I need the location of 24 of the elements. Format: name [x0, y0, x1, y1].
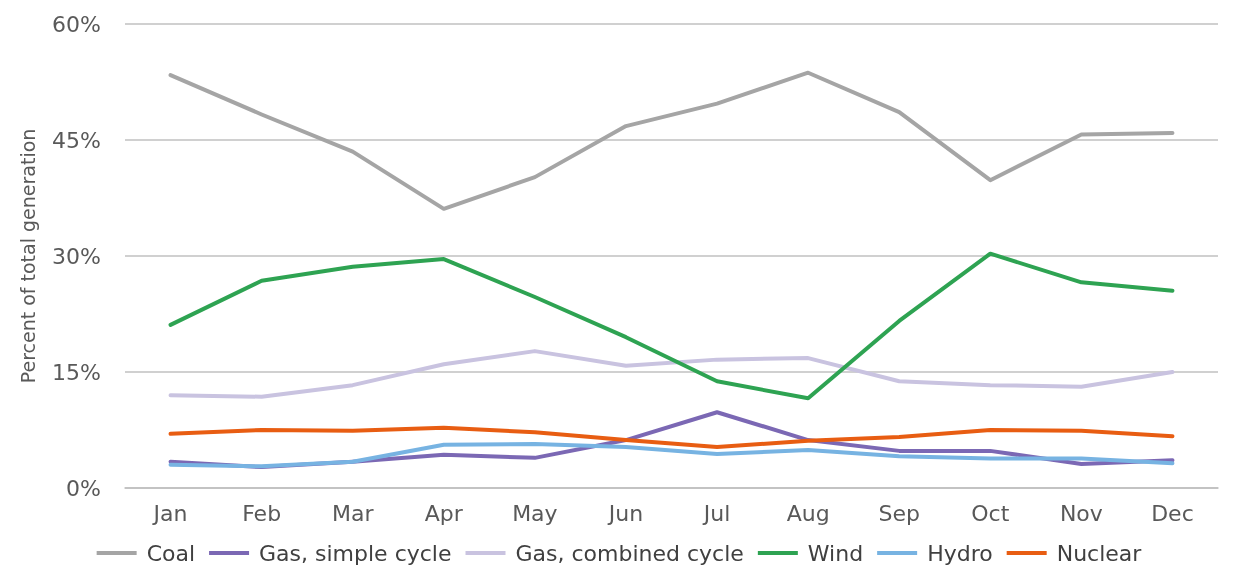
x-tick-label: Nov	[1059, 500, 1103, 526]
x-tick-label: Aug	[786, 500, 830, 526]
legend-label: Nuclear	[1056, 540, 1143, 566]
x-tick-label: Jul	[701, 500, 731, 526]
legend-label: Wind	[807, 540, 864, 566]
legend-label: Gas, combined cycle	[515, 540, 744, 566]
legend-label: Coal	[146, 540, 196, 566]
y-axis-title: Percent of total generation	[16, 128, 39, 384]
x-tick-label: Jan	[151, 500, 188, 526]
x-tick-label: Mar	[331, 500, 375, 526]
y-tick-label: 0%	[66, 475, 101, 501]
x-tick-label: Dec	[1151, 500, 1194, 526]
legend-label: Hydro	[927, 540, 993, 566]
x-tick-label: Feb	[242, 500, 282, 526]
y-tick-label: 15%	[52, 359, 101, 385]
y-tick-label: 30%	[52, 243, 101, 269]
x-tick-label: Oct	[971, 500, 1010, 526]
x-tick-label: Apr	[424, 500, 464, 526]
x-tick-label: Jun	[606, 500, 644, 526]
x-tick-label: Sep	[878, 500, 920, 526]
legend-label: Gas, simple cycle	[259, 540, 452, 566]
y-tick-label: 45%	[52, 127, 101, 153]
x-tick-label: May	[512, 500, 558, 526]
y-tick-label: 60%	[52, 11, 101, 37]
